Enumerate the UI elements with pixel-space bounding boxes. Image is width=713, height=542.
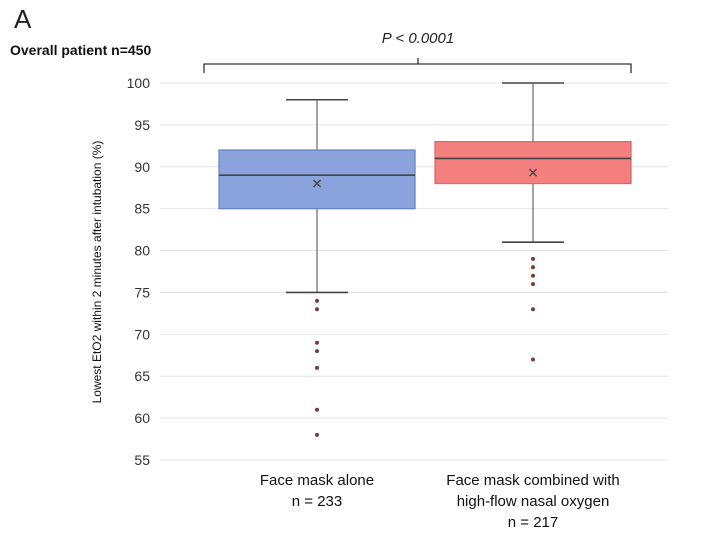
box-group-1 (218, 98, 416, 437)
outlier-point (531, 307, 535, 312)
x-category-label: Face mask alone (260, 472, 374, 489)
x-category-label: Face mask combined with (446, 472, 619, 489)
outlier-point (315, 307, 319, 312)
y-tick-label: 75 (134, 284, 150, 300)
outlier-point (531, 282, 535, 287)
x-category-labels: Face mask alone n = 233 Face mask combined… (260, 472, 620, 531)
x-category-label: high-flow nasal oxygen (457, 493, 610, 510)
outlier-point (315, 407, 319, 412)
y-tick-label: 90 (134, 159, 150, 175)
outlier-point (531, 273, 535, 278)
y-tick-label: 85 (134, 201, 150, 217)
outlier-point (531, 256, 535, 261)
outlier-point (315, 365, 319, 370)
iqr-box (434, 140, 632, 185)
significance-bracket (203, 58, 632, 73)
outlier-point (531, 265, 535, 270)
y-tick-label: 65 (134, 368, 150, 384)
y-tick-labels: 55 60 65 70 75 80 85 90 95 100 (127, 75, 151, 468)
mean-marker (313, 179, 321, 188)
y-axis-label: Lowest EtO2 within 2 minutes after intub… (90, 141, 104, 404)
outlier-point (315, 298, 319, 303)
y-tick-label: 100 (127, 75, 151, 91)
outlier-point (315, 349, 319, 354)
x-category-label: n = 233 (292, 493, 342, 510)
y-tick-label: 60 (134, 410, 150, 426)
significance-label: P < 0.0001 (382, 30, 454, 47)
outlier-point (531, 357, 535, 362)
y-tick-label: 55 (134, 452, 150, 468)
subtitle: Overall patient n=450 (10, 42, 151, 58)
boxes (218, 82, 632, 437)
x-category-label: n = 217 (508, 514, 558, 531)
y-tick-label: 80 (134, 243, 150, 259)
box-group-2 (434, 82, 632, 362)
y-tick-label: 95 (134, 117, 150, 133)
outlier-point (315, 432, 319, 437)
outlier-point (315, 340, 319, 345)
mean-marker (529, 168, 537, 177)
gridlines (160, 82, 668, 461)
y-tick-label: 70 (134, 326, 150, 342)
panel-label: A (14, 4, 32, 34)
iqr-box (218, 149, 416, 210)
